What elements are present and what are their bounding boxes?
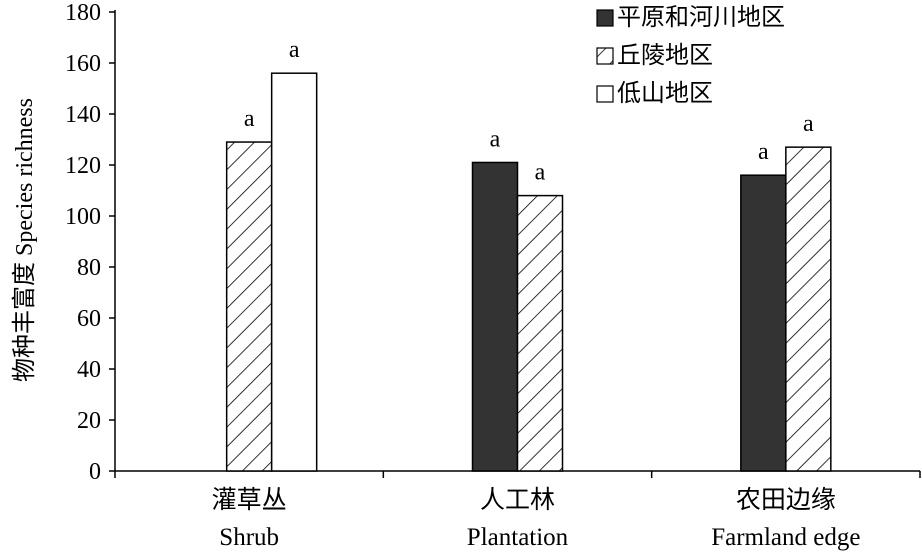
y-axis-label: 物种丰富度 Species richness (11, 98, 38, 382)
y-tick-label: 140 (65, 102, 101, 128)
legend-swatch (596, 9, 614, 27)
legend-swatch (596, 47, 614, 65)
significance-label: a (244, 106, 255, 132)
significance-label: a (758, 139, 769, 165)
y-tick-label: 80 (77, 255, 101, 281)
significance-label: a (289, 37, 300, 63)
bar (270, 72, 318, 472)
x-category-label-cn: 灌草丛 (212, 485, 287, 514)
x-category-label-en: Shrub (219, 524, 279, 551)
legend-entry: 低山地区 (617, 79, 713, 107)
legend-entry: 平原和河川地区 (617, 3, 785, 31)
bars (225, 72, 832, 472)
axes: 0 20 40 60 80 100 120 140 160 180 灌草丛 Shrub 人工林 Plant… (65, 0, 921, 551)
bar-labels: a a a a a a (244, 37, 814, 185)
bar (471, 161, 519, 472)
significance-label: a (490, 126, 501, 152)
x-category-label-en: Farmland edge (711, 524, 860, 551)
y-tick-label: 60 (77, 306, 101, 332)
y-tick-label: 100 (65, 204, 101, 230)
y-tick-label: 40 (77, 357, 101, 383)
y-tick-label: 0 (89, 459, 101, 485)
y-tick-label: 160 (65, 51, 101, 77)
legend-swatch (596, 85, 614, 103)
bar (225, 141, 273, 472)
x-category-label-en: Plantation (467, 524, 569, 551)
bar (740, 174, 787, 472)
bar (785, 146, 832, 472)
y-tick-label: 20 (77, 408, 101, 434)
significance-label: a (803, 111, 814, 137)
bar (516, 194, 564, 472)
legend-entry: 丘陵地区 (617, 41, 713, 69)
x-category-label-cn: 农田边缘 (736, 485, 836, 514)
y-tick-label: 180 (65, 0, 101, 26)
x-category-label-cn: 人工林 (480, 485, 555, 514)
y-tick-label: 120 (65, 153, 101, 179)
significance-label: a (535, 160, 546, 186)
